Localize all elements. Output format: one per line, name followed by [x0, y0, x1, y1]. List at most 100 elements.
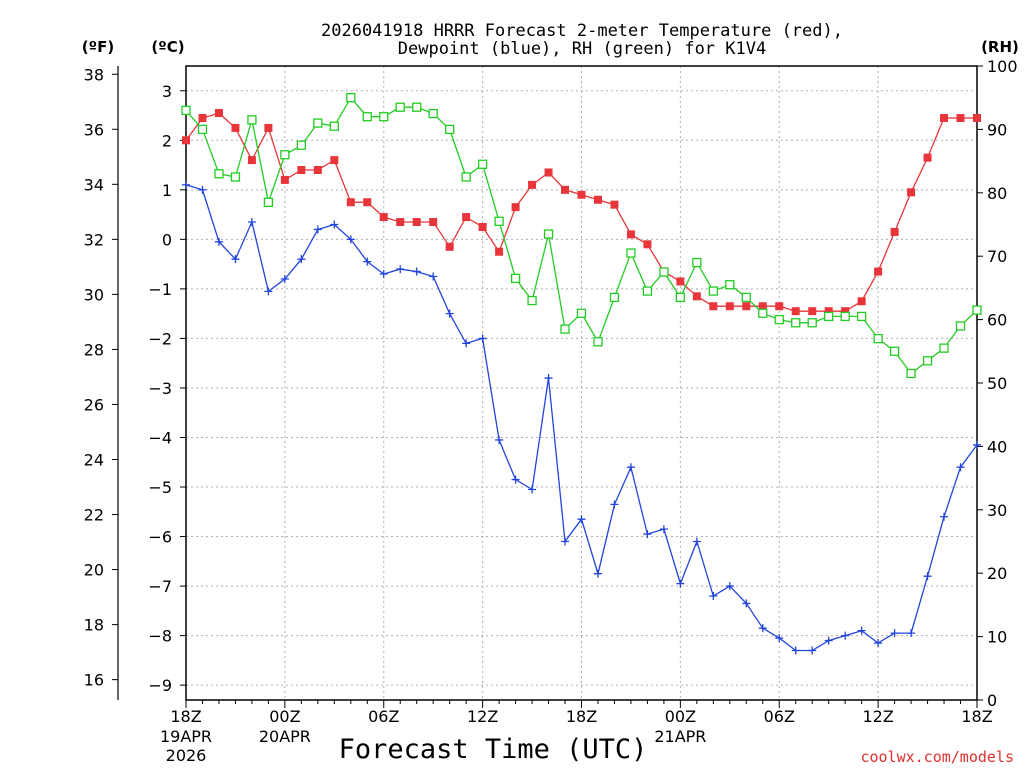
dewpoint-point	[973, 440, 981, 449]
rh-point	[477, 159, 488, 169]
temperature-point	[610, 200, 619, 209]
celsius-unit-label: (ºC)	[151, 38, 184, 56]
x-tick-label: 18Z	[961, 707, 992, 726]
celsius-tick-label: −6	[148, 528, 172, 547]
rh-point	[560, 324, 570, 334]
dewpoint-point	[528, 485, 537, 494]
temperature-point	[544, 168, 553, 177]
rh-tick-label: 10	[987, 628, 1007, 647]
fahrenheit-tick-label: 36	[84, 120, 104, 139]
temperature-point	[396, 218, 405, 227]
rh-tick-label: 50	[987, 374, 1007, 393]
temperature-point	[330, 156, 339, 165]
temperature-point	[363, 198, 372, 207]
rh-point	[692, 257, 702, 268]
temperature-point	[940, 114, 949, 123]
x-tick-label: 18Z	[170, 707, 201, 726]
celsius-tick-label: 0	[162, 230, 172, 249]
dewpoint-point	[231, 255, 240, 264]
rh-point	[230, 172, 241, 182]
temperature-point	[791, 307, 800, 316]
dewpoint-point	[297, 255, 306, 264]
x-tick-date: 20APR	[259, 727, 311, 746]
temperature-point	[214, 109, 223, 118]
temperature-point	[725, 302, 734, 311]
dewpoint-point	[692, 537, 701, 546]
fahrenheit-tick-label: 34	[84, 175, 104, 194]
x-tick-date: 19APR	[160, 727, 212, 746]
rh-point	[873, 333, 883, 344]
dewpoint-point	[511, 475, 520, 484]
rh-point	[774, 314, 784, 325]
fahrenheit-tick-label: 32	[84, 230, 104, 249]
rh-point	[593, 337, 603, 347]
dewpoint-point	[247, 218, 256, 227]
temperature-point	[692, 292, 701, 301]
x-tick-label: 00Z	[665, 707, 696, 726]
rh-point	[329, 121, 339, 131]
rh-point	[510, 273, 521, 284]
temperature-point	[923, 153, 932, 162]
temperature-point	[198, 114, 207, 123]
dewpoint-point	[396, 265, 405, 274]
rh-point	[889, 346, 900, 356]
temperature-point	[313, 166, 322, 175]
temperature-point	[511, 203, 520, 212]
temperature-point	[890, 227, 899, 236]
x-tick-label: 12Z	[467, 707, 498, 726]
celsius-tick-label: −7	[148, 577, 172, 596]
temperature-point	[247, 156, 256, 165]
rh-point	[609, 292, 620, 303]
dewpoint-point	[824, 636, 833, 645]
dewpoint-point	[445, 309, 454, 318]
chart-title-line-2: Dewpoint (blue), RH (green) for K1V4	[398, 39, 766, 59]
rh-tick-label: 70	[987, 247, 1007, 266]
rh-point	[824, 311, 834, 322]
rh-point	[461, 172, 471, 182]
temperature-point	[907, 188, 916, 197]
dewpoint-point	[791, 646, 800, 655]
dewpoint-point	[725, 582, 734, 591]
temperature-point	[445, 242, 454, 251]
rh-point	[741, 292, 751, 303]
temperature-point	[775, 302, 784, 311]
x-tick-label: 12Z	[862, 707, 893, 726]
temperature-point	[264, 123, 273, 132]
rh-point	[313, 118, 323, 128]
dewpoint-point	[593, 569, 602, 578]
rh-point	[263, 197, 274, 207]
dewpoint-point	[808, 646, 817, 655]
temperature-point	[808, 307, 817, 316]
fahrenheit-tick-label: 28	[84, 340, 104, 359]
fahrenheit-unit-label: (ºF)	[82, 38, 114, 56]
rh-point	[576, 308, 587, 318]
temperature-point	[709, 302, 718, 311]
rh-point	[708, 286, 718, 296]
dewpoint-point	[412, 267, 421, 276]
dewpoint-point	[659, 525, 668, 534]
temperature-point	[874, 267, 883, 276]
temperature-point	[462, 213, 471, 222]
dewpoint-point	[709, 591, 718, 600]
rh-tick-label: 30	[987, 501, 1007, 520]
x-tick-date: 21APR	[654, 727, 706, 746]
temperature-point	[280, 175, 289, 184]
dewpoint-point	[643, 530, 652, 539]
rh-tick-label: 20	[987, 564, 1007, 583]
temperature-point	[297, 166, 306, 175]
dewpoint-point	[429, 272, 438, 281]
rh-tick-label: 0	[987, 691, 997, 710]
dewpoint-point	[676, 579, 685, 588]
fahrenheit-tick-label: 20	[84, 561, 104, 580]
temperature-point	[346, 198, 355, 207]
dewpoint-point	[742, 599, 751, 608]
dewpoint-point	[626, 463, 635, 472]
fahrenheit-tick-label: 38	[84, 65, 104, 84]
dewpoint-point	[264, 287, 273, 296]
x-axis-title: Forecast Time (UTC)	[339, 734, 648, 765]
temperature-point	[182, 136, 190, 145]
data-series	[181, 93, 982, 655]
dewpoint-point	[923, 572, 932, 581]
rh-point	[675, 292, 686, 303]
